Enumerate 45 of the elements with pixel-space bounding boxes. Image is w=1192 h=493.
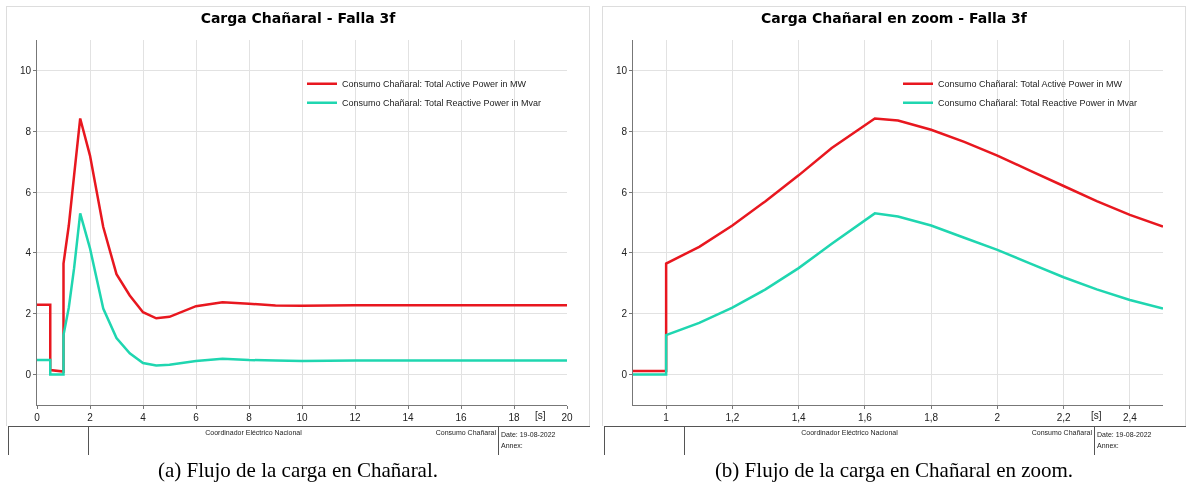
y-tick-label: 10 [615,64,628,76]
text: (a) Flujo de la carga en Chañaral. [156,458,440,483]
x-tick-label: 2,4 [1122,412,1138,423]
y-tick-label: 0 [621,369,628,381]
x-axis-title: [s] [1091,410,1102,421]
y-tick-label: 8 [25,125,32,137]
y-tick-label: 2 [621,308,628,320]
y-tick-label: 6 [621,186,628,198]
legend-label: Consumo Chañaral: Total Reactive Power in Mvar [342,98,541,109]
x-tick-label: 0 [34,412,41,423]
y-tick-label: 10 [19,64,32,76]
x-tick-label: 16 [455,412,467,423]
x-tick-label: 1,8 [924,412,939,423]
x-tick-label: 2 [994,412,1001,423]
x-tick-label: 12 [349,412,361,423]
x-tick-label: 1 [663,412,670,423]
x-tick-label: 6 [193,412,200,423]
x-tick-label: 4 [140,412,147,423]
x-tick-label: 2,2 [1056,412,1072,423]
x-tick-label: 20 [561,412,573,423]
line-series [633,117,1163,373]
legend-label: Consumo Chañaral: Total Active Power in MW [938,79,1123,90]
chart-title: Carga Chañaral en zoom - Falla 3f [761,10,1028,27]
chart-title: Carga Chañaral - Falla 3f [200,10,397,27]
y-tick-label: 4 [25,247,32,259]
legend-label: Consumo Chañaral: Total Active Power in MW [342,79,527,90]
x-tick-label: 8 [246,412,253,423]
x-tick-label: 1,2 [725,412,740,423]
text: (b) Flujo de la carga en Chañaral en zoom. [713,458,1075,483]
x-tick-label: 1,4 [791,412,807,423]
line-series [633,212,1163,376]
y-tick-label: 4 [621,247,628,259]
x-tick-label: 18 [508,412,520,423]
line-series [37,212,567,376]
x-tick-label: 1,6 [857,412,873,423]
y-tick-label: 8 [621,125,628,137]
x-tick-label: 2 [87,412,94,423]
y-tick-label: 2 [25,308,32,320]
y-tick-label: 6 [25,186,32,198]
line-series [37,117,567,373]
y-tick-label: 0 [25,369,32,381]
legend-label: Consumo Chañaral: Total Reactive Power in Mvar [938,98,1137,109]
x-axis-title: [s] [535,410,546,421]
x-tick-label: 14 [402,412,414,423]
x-tick-label: 10 [296,412,308,423]
